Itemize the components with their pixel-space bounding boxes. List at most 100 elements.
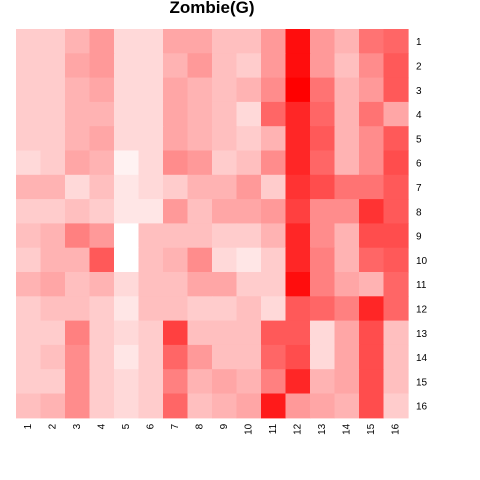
heatmap-cell-r4-c15 <box>359 101 385 127</box>
heatmap-cell-r6-c1 <box>16 150 42 176</box>
heatmap-cell-r6-c16 <box>383 150 409 176</box>
heatmap-cell-r3-c9 <box>212 77 238 103</box>
heatmap-cell-r1-c16 <box>383 29 409 54</box>
heatmap-cell-r2-c8 <box>187 53 213 79</box>
heatmap-cell-r3-c6 <box>138 77 164 103</box>
heatmap-cell-r3-c16 <box>383 77 409 103</box>
heatmap-cell-r7-c11 <box>261 174 287 200</box>
heatmap-cell-r6-c15 <box>359 150 385 176</box>
heatmap-cell-r12-c14 <box>334 296 360 322</box>
heatmap-cell-r13-c14 <box>334 320 360 346</box>
heatmap-cell-r8-c2 <box>40 199 66 224</box>
heatmap-cell-r16-c15 <box>359 393 385 419</box>
heatmap-cell-r4-c1 <box>16 101 42 127</box>
x-tick-label: 10 <box>244 423 255 435</box>
heatmap-cell-r11-c8 <box>187 272 213 297</box>
heatmap-cell-r1-c11 <box>261 29 287 54</box>
heatmap-cell-r11-c11 <box>261 272 287 297</box>
heatmap-cell-r8-c9 <box>212 199 238 224</box>
heatmap-cell-r5-c10 <box>236 126 262 152</box>
heatmap-cell-r5-c14 <box>334 126 360 152</box>
heatmap-cell-r8-c7 <box>163 199 189 224</box>
heatmap-cell-r3-c8 <box>187 77 213 103</box>
heatmap-cell-r1-c12 <box>285 29 311 54</box>
heatmap-cell-r8-c11 <box>261 199 287 224</box>
heatmap-cell-r11-c10 <box>236 272 262 297</box>
heatmap-cell-r7-c10 <box>236 174 262 200</box>
heatmap-cell-r14-c1 <box>16 344 42 370</box>
heatmap-cell-r2-c15 <box>359 53 385 79</box>
heatmap-cell-r15-c8 <box>187 369 213 395</box>
x-tick-label: 5 <box>121 423 132 429</box>
heatmap-cell-r11-c13 <box>310 272 336 297</box>
heatmap-cell-r2-c5 <box>114 53 140 79</box>
y-tick-label: 2 <box>416 61 422 72</box>
heatmap-cell-r1-c6 <box>138 29 164 54</box>
heatmap-cell-r15-c2 <box>40 369 66 395</box>
heatmap-cell-r6-c6 <box>138 150 164 176</box>
heatmap-cell-r3-c1 <box>16 77 42 103</box>
heatmap-cell-r15-c5 <box>114 369 140 395</box>
heatmap-cell-r16-c16 <box>383 393 409 419</box>
y-tick-label: 4 <box>416 110 422 121</box>
heatmap-cell-r13-c10 <box>236 320 262 346</box>
heatmap-cell-r14-c7 <box>163 344 189 370</box>
heatmap-cell-r12-c8 <box>187 296 213 322</box>
heatmap-cell-r2-c11 <box>261 53 287 79</box>
heatmap-cell-r13-c11 <box>261 320 287 346</box>
y-tick-label: 14 <box>416 353 428 364</box>
heatmap-cell-r8-c8 <box>187 199 213 224</box>
heatmap-cell-r7-c15 <box>359 174 385 200</box>
heatmap-cell-r12-c11 <box>261 296 287 322</box>
heatmap-cell-r9-c2 <box>40 223 66 249</box>
heatmap-cell-r8-c3 <box>65 199 91 224</box>
heatmap-cell-r15-c4 <box>89 369 115 395</box>
heatmap-cell-r9-c1 <box>16 223 42 249</box>
heatmap-cell-r15-c1 <box>16 369 42 395</box>
heatmap-cell-r16-c3 <box>65 393 91 419</box>
heatmap-cell-r1-c15 <box>359 29 385 54</box>
x-tick-label: 16 <box>391 423 402 435</box>
heatmap-cell-r14-c14 <box>334 344 360 370</box>
heatmap-cell-r2-c14 <box>334 53 360 79</box>
heatmap-cell-r15-c12 <box>285 369 311 395</box>
x-tick-label: 13 <box>317 423 328 435</box>
heatmap-cell-r9-c8 <box>187 223 213 249</box>
heatmap-cell-r9-c5 <box>114 223 140 249</box>
heatmap-cell-r15-c14 <box>334 369 360 395</box>
heatmap-cell-r13-c15 <box>359 320 385 346</box>
heatmap-cell-r4-c4 <box>89 101 115 127</box>
heatmap-cell-r12-c10 <box>236 296 262 322</box>
heatmap-cell-r3-c11 <box>261 77 287 103</box>
heatmap-cell-r4-c8 <box>187 101 213 127</box>
x-tick-label: 3 <box>72 423 83 429</box>
heatmap-cell-r14-c6 <box>138 344 164 370</box>
heatmap-cell-r13-c6 <box>138 320 164 346</box>
heatmap-cell-r10-c8 <box>187 247 213 273</box>
heatmap-cell-r7-c6 <box>138 174 164 200</box>
heatmap-cell-r6-c13 <box>310 150 336 176</box>
heatmap-cell-r2-c9 <box>212 53 238 79</box>
y-tick-label: 7 <box>416 183 422 194</box>
heatmap-cell-r5-c6 <box>138 126 164 152</box>
heatmap-cell-r16-c9 <box>212 393 238 419</box>
heatmap-cell-r14-c16 <box>383 344 409 370</box>
heatmap-cell-r1-c7 <box>163 29 189 54</box>
heatmap-cell-r4-c3 <box>65 101 91 127</box>
heatmap-cell-r13-c3 <box>65 320 91 346</box>
heatmap-cell-r15-c16 <box>383 369 409 395</box>
heatmap-cell-r6-c11 <box>261 150 287 176</box>
x-tick-label: 12 <box>293 423 304 435</box>
heatmap-cell-r14-c13 <box>310 344 336 370</box>
heatmap-cell-r1-c4 <box>89 29 115 54</box>
heatmap-cell-r5-c11 <box>261 126 287 152</box>
heatmap-cell-r15-c7 <box>163 369 189 395</box>
heatmap-cell-r4-c7 <box>163 101 189 127</box>
heatmap-cell-r3-c2 <box>40 77 66 103</box>
heatmap-cell-r4-c13 <box>310 101 336 127</box>
heatmap-cell-r9-c9 <box>212 223 238 249</box>
heatmap-cell-r15-c6 <box>138 369 164 395</box>
heatmap-cell-r13-c13 <box>310 320 336 346</box>
heatmap-cell-r11-c14 <box>334 272 360 297</box>
